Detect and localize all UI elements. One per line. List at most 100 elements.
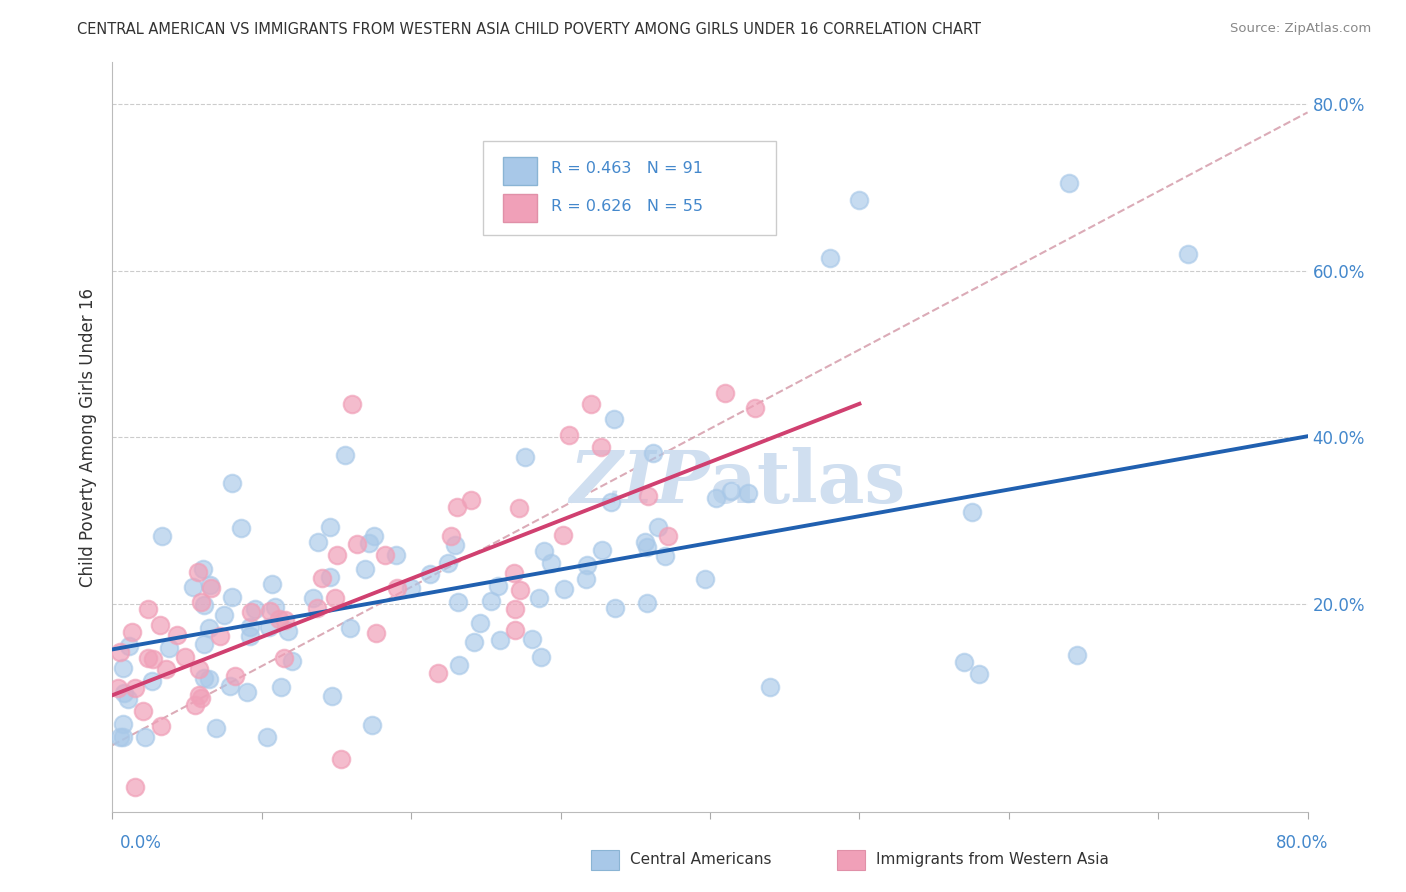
Point (339, 621, 361, 635)
Point (302, 591, 325, 605)
Point (112, 686, 135, 700)
Point (385, 548, 408, 562)
Point (141, 674, 163, 689)
Point (305, 601, 328, 615)
Point (960, 505, 983, 519)
Point (108, 730, 131, 744)
Point (326, 548, 349, 562)
Text: Source: ZipAtlas.com: Source: ZipAtlas.com (1230, 22, 1371, 36)
Point (236, 685, 259, 699)
Point (426, 666, 449, 681)
Point (187, 688, 209, 702)
Point (221, 591, 243, 605)
Y-axis label: Child Poverty Among Girls Under 16: Child Poverty Among Girls Under 16 (79, 287, 97, 587)
Point (1177, 247, 1199, 261)
Text: R = 0.463   N = 91: R = 0.463 N = 91 (551, 161, 703, 177)
Point (187, 662, 209, 676)
Point (107, 681, 129, 695)
Point (190, 595, 212, 609)
Point (269, 612, 291, 626)
Point (277, 624, 299, 639)
Point (953, 655, 976, 669)
Point (503, 623, 526, 637)
Point (150, 719, 173, 733)
Point (363, 529, 385, 543)
Point (132, 704, 155, 718)
Point (221, 476, 243, 491)
Point (323, 591, 346, 606)
FancyBboxPatch shape (484, 141, 776, 235)
Point (112, 716, 135, 731)
Point (695, 572, 717, 586)
Point (637, 490, 659, 504)
Point (361, 717, 384, 731)
Point (340, 397, 363, 411)
Point (714, 386, 737, 401)
Point (599, 494, 621, 508)
Point (198, 578, 221, 592)
Point (281, 654, 304, 668)
Point (205, 721, 228, 735)
Point (155, 662, 177, 676)
Point (468, 615, 491, 630)
Point (759, 680, 782, 694)
Point (260, 576, 283, 591)
Point (243, 602, 266, 616)
Point (527, 591, 550, 606)
Point (641, 446, 664, 460)
Point (704, 491, 727, 505)
Text: Central Americans: Central Americans (630, 853, 772, 867)
Point (346, 537, 368, 551)
Point (157, 641, 180, 656)
Point (353, 562, 375, 576)
Point (508, 501, 530, 516)
Point (117, 639, 139, 653)
Point (124, 780, 146, 794)
Point (654, 549, 676, 564)
Point (121, 624, 143, 639)
Point (270, 680, 292, 694)
Point (212, 607, 235, 622)
Point (136, 602, 159, 616)
Point (463, 634, 485, 648)
Point (239, 605, 262, 619)
Point (150, 529, 173, 543)
Point (589, 440, 612, 454)
Point (486, 579, 509, 593)
Point (419, 566, 441, 581)
Point (193, 672, 215, 686)
Point (364, 625, 387, 640)
Point (636, 540, 658, 554)
Point (193, 599, 215, 613)
Point (333, 448, 356, 462)
Point (193, 561, 215, 575)
Point (319, 520, 342, 534)
Point (401, 581, 423, 595)
Point (318, 569, 340, 583)
Point (540, 556, 562, 570)
Point (374, 549, 396, 563)
Point (229, 521, 252, 535)
Point (148, 617, 170, 632)
Point (509, 582, 531, 597)
Point (257, 620, 280, 634)
Point (124, 681, 146, 695)
Point (264, 599, 287, 614)
Point (166, 628, 188, 642)
Point (503, 566, 526, 581)
Point (190, 690, 212, 705)
Point (112, 730, 135, 744)
Point (273, 613, 295, 627)
Point (603, 412, 626, 426)
Point (447, 595, 470, 609)
Point (657, 529, 679, 543)
Point (321, 690, 343, 704)
Point (311, 571, 333, 585)
Point (515, 450, 537, 465)
Point (636, 596, 658, 610)
Text: R = 0.626   N = 55: R = 0.626 N = 55 (551, 199, 703, 213)
Point (1066, 648, 1088, 662)
Point (444, 538, 467, 552)
Point (553, 582, 575, 597)
Point (489, 633, 512, 648)
